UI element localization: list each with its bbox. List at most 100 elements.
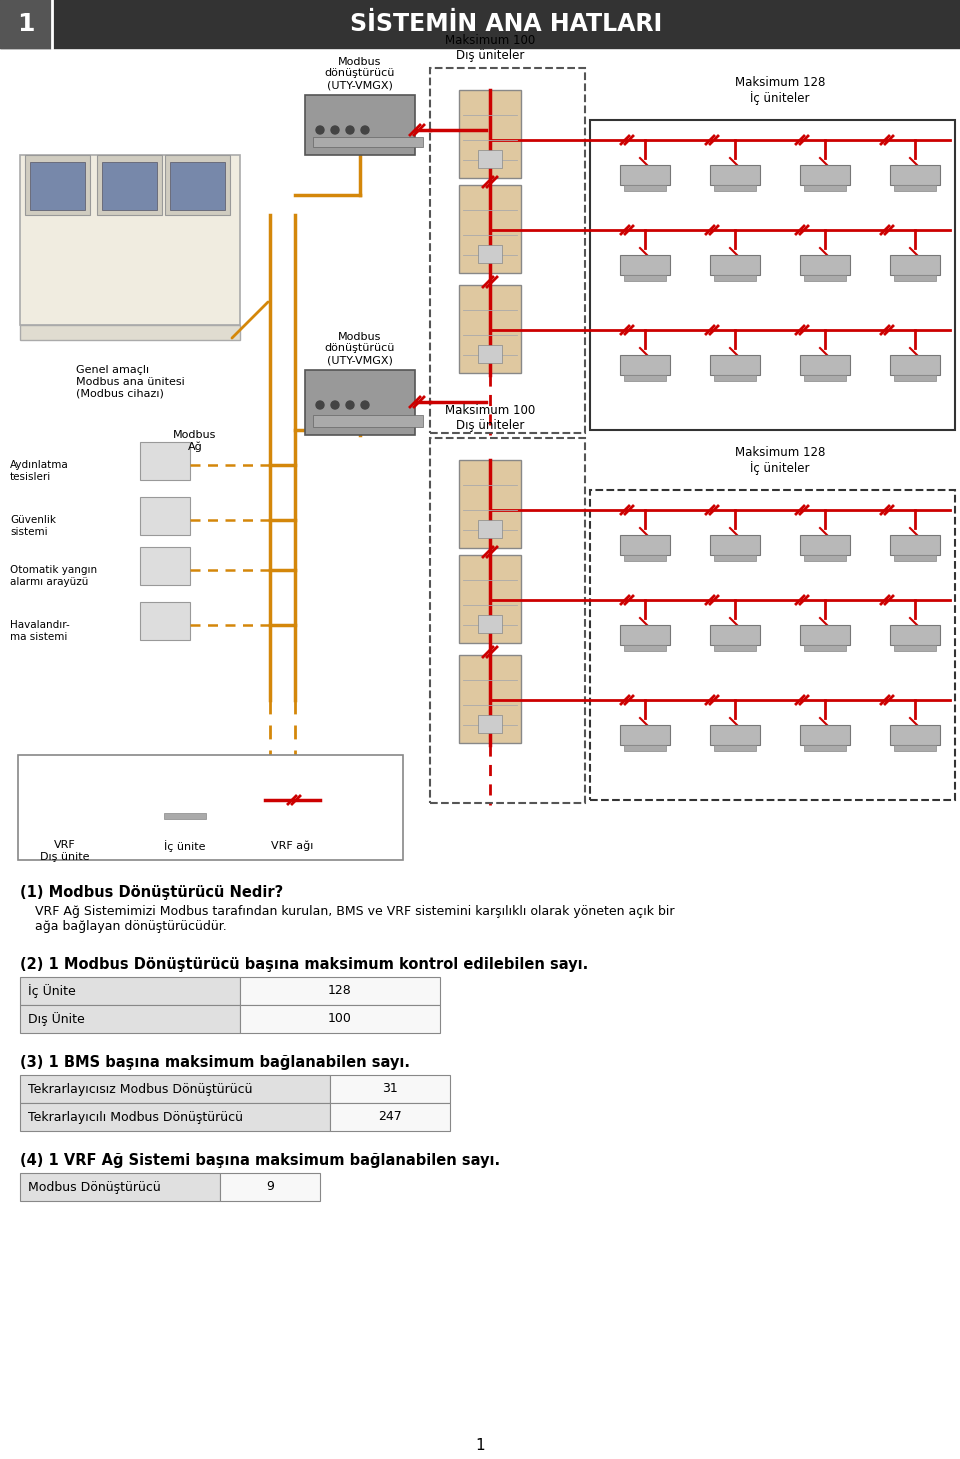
- Text: VRF ağı: VRF ağı: [271, 840, 313, 851]
- Bar: [620, 255, 670, 274]
- Text: Maksimum 128
İç üniteler: Maksimum 128 İç üniteler: [734, 446, 826, 476]
- Text: VRF
Dış ünite: VRF Dış ünite: [40, 840, 89, 862]
- Text: 100: 100: [328, 1013, 352, 1026]
- Text: SİSTEMİN ANA HATLARI: SİSTEMİN ANA HATLARI: [349, 12, 662, 36]
- Bar: [53, 805, 77, 823]
- Bar: [0, 0, 52, 48]
- Bar: [25, 155, 90, 214]
- Text: Tekrarlayıcılı Modbus Dönüştürücü: Tekrarlayıcılı Modbus Dönüştürücü: [28, 1110, 243, 1123]
- Bar: [478, 616, 502, 633]
- Bar: [804, 274, 846, 282]
- Bar: [804, 645, 846, 651]
- Bar: [710, 624, 760, 645]
- Bar: [18, 754, 403, 859]
- Bar: [240, 1005, 440, 1033]
- Bar: [624, 554, 666, 562]
- Bar: [30, 162, 85, 210]
- Bar: [20, 325, 240, 340]
- Bar: [620, 535, 670, 554]
- Bar: [710, 725, 760, 746]
- Bar: [330, 1075, 450, 1103]
- Bar: [714, 645, 756, 651]
- Bar: [20, 1103, 330, 1131]
- Bar: [890, 725, 940, 746]
- Text: 128: 128: [328, 985, 352, 998]
- Bar: [714, 274, 756, 282]
- Bar: [800, 624, 850, 645]
- Bar: [305, 95, 415, 155]
- Text: Maksimum 100
Dış üniteler: Maksimum 100 Dış üniteler: [444, 34, 535, 61]
- Text: Genel amaçlı
Modbus ana ünitesi
(Modbus cihazı): Genel amaçlı Modbus ana ünitesi (Modbus …: [76, 365, 184, 398]
- Bar: [459, 460, 521, 549]
- Text: 247: 247: [378, 1110, 402, 1123]
- Bar: [890, 355, 940, 375]
- Bar: [624, 645, 666, 651]
- Bar: [804, 375, 846, 381]
- Bar: [140, 498, 190, 535]
- Bar: [478, 519, 502, 538]
- Bar: [624, 274, 666, 282]
- Text: İç ünite: İç ünite: [164, 840, 205, 852]
- Bar: [46, 773, 84, 833]
- Circle shape: [331, 401, 339, 409]
- Bar: [478, 715, 502, 732]
- Bar: [313, 137, 423, 147]
- Bar: [620, 624, 670, 645]
- Bar: [714, 554, 756, 562]
- Bar: [459, 655, 521, 743]
- Text: 31: 31: [382, 1083, 397, 1096]
- Bar: [305, 371, 415, 435]
- Bar: [894, 274, 936, 282]
- Bar: [590, 490, 955, 800]
- Bar: [478, 150, 502, 168]
- Bar: [160, 795, 210, 813]
- Bar: [20, 1075, 330, 1103]
- Bar: [220, 1173, 320, 1201]
- Bar: [894, 645, 936, 651]
- Bar: [140, 547, 190, 585]
- Bar: [890, 165, 940, 185]
- Bar: [800, 165, 850, 185]
- Bar: [459, 90, 521, 178]
- Bar: [894, 554, 936, 562]
- Text: Maksimum 128
İç üniteler: Maksimum 128 İç üniteler: [734, 76, 826, 105]
- Text: (4) 1 VRF Ağ Sistemi başına maksimum bağlanabilen sayı.: (4) 1 VRF Ağ Sistemi başına maksimum bağ…: [20, 1153, 500, 1169]
- Bar: [714, 185, 756, 191]
- Text: Dış Ünite: Dış Ünite: [28, 1013, 84, 1026]
- Bar: [330, 1103, 450, 1131]
- Bar: [0, 0, 960, 48]
- Bar: [620, 165, 670, 185]
- Text: Otomatik yangın
alarmı arayüzü: Otomatik yangın alarmı arayüzü: [10, 565, 97, 587]
- Text: Modbus
Ağ: Modbus Ağ: [174, 430, 217, 452]
- Circle shape: [331, 125, 339, 134]
- Circle shape: [316, 125, 324, 134]
- Text: 1: 1: [17, 12, 35, 36]
- Bar: [478, 245, 502, 263]
- Bar: [430, 438, 585, 802]
- Bar: [590, 120, 955, 430]
- Circle shape: [316, 401, 324, 409]
- Bar: [624, 746, 666, 751]
- Bar: [890, 624, 940, 645]
- Bar: [804, 746, 846, 751]
- Text: (2) 1 Modbus Dönüştürücü başına maksimum kontrol edilebilen sayı.: (2) 1 Modbus Dönüştürücü başına maksimum…: [20, 957, 588, 972]
- Circle shape: [361, 125, 369, 134]
- Bar: [459, 554, 521, 643]
- Text: Güvenlik
sistemi: Güvenlik sistemi: [10, 515, 56, 537]
- Bar: [710, 255, 760, 274]
- Text: Havalandır-
ma sistemi: Havalandır- ma sistemi: [10, 620, 70, 642]
- Bar: [894, 375, 936, 381]
- Bar: [620, 355, 670, 375]
- Bar: [890, 535, 940, 554]
- Bar: [170, 162, 225, 210]
- Bar: [890, 255, 940, 274]
- Bar: [97, 155, 162, 214]
- Bar: [165, 155, 230, 214]
- Bar: [804, 185, 846, 191]
- Bar: [894, 746, 936, 751]
- Bar: [894, 185, 936, 191]
- Bar: [140, 442, 190, 480]
- Bar: [714, 375, 756, 381]
- Bar: [20, 1005, 240, 1033]
- Circle shape: [346, 125, 354, 134]
